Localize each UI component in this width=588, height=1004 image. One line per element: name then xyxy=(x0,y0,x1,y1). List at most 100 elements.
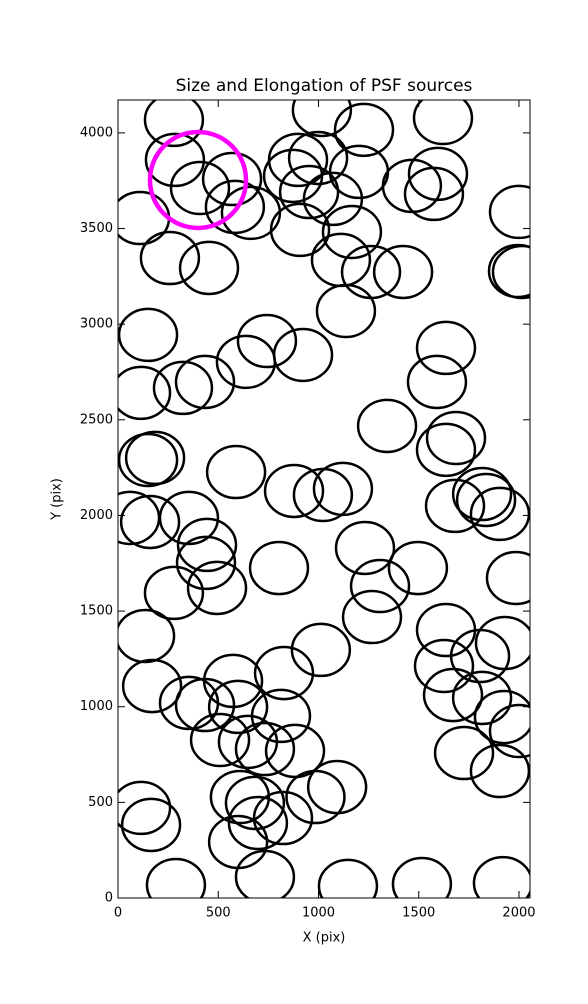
plot-frame xyxy=(117,99,531,899)
psf-source xyxy=(387,540,449,596)
x-tick-label: 1500 xyxy=(402,906,435,921)
psf-source xyxy=(145,857,207,898)
psf-source xyxy=(321,204,383,260)
psf-source xyxy=(451,670,513,726)
psf-source xyxy=(124,430,186,486)
psf-source xyxy=(248,540,310,596)
psf-source xyxy=(306,759,368,815)
x-axis-label: X (pix) xyxy=(303,931,346,946)
psf-source xyxy=(118,608,176,664)
psf-source xyxy=(253,645,315,701)
y-tick-label: 3000 xyxy=(80,317,113,332)
psf-source xyxy=(143,100,205,148)
psf-source xyxy=(205,444,267,500)
psf-source xyxy=(412,100,474,146)
psf-source xyxy=(278,164,340,220)
psf-source xyxy=(202,653,264,709)
y-tick-label: 500 xyxy=(88,795,113,810)
psf-source xyxy=(118,307,179,363)
y-tick-label: 4000 xyxy=(80,125,113,140)
psf-source xyxy=(341,589,403,645)
psf-source xyxy=(391,856,453,898)
psf-source xyxy=(207,679,269,735)
psf-source xyxy=(422,667,484,723)
x-tick-label: 1000 xyxy=(302,906,335,921)
psf-source xyxy=(451,466,513,522)
psf-source xyxy=(455,472,517,528)
psf-source xyxy=(201,151,263,207)
psf-source xyxy=(267,132,329,188)
highlight-circle xyxy=(147,129,249,231)
psf-source xyxy=(349,558,411,614)
psf-source xyxy=(334,520,396,576)
psf-source xyxy=(291,100,353,138)
y-tick-label: 2000 xyxy=(80,508,113,523)
psf-source xyxy=(119,494,181,550)
x-tick-label: 500 xyxy=(206,906,231,921)
psf-source xyxy=(118,432,179,488)
psf-source xyxy=(372,244,434,300)
y-tick-label: 2500 xyxy=(80,412,113,427)
psf-source xyxy=(403,166,465,222)
psf-source xyxy=(118,780,172,836)
y-tick-label: 0 xyxy=(105,891,113,906)
psf-source xyxy=(407,146,469,202)
psf-source xyxy=(424,478,486,534)
psf-source xyxy=(290,622,352,678)
psf-source xyxy=(118,365,172,421)
psf-source xyxy=(433,725,495,781)
psf-source xyxy=(169,160,231,216)
psf-source xyxy=(118,490,161,546)
psf-source xyxy=(143,565,205,621)
psf-source xyxy=(415,320,477,376)
psf-source xyxy=(310,232,372,288)
psf-source xyxy=(207,814,269,870)
psf-source xyxy=(264,723,326,779)
y-tick-label: 3500 xyxy=(80,221,113,236)
psf-source xyxy=(333,102,395,158)
chart-title: Size and Elongation of PSF sources xyxy=(176,76,473,96)
psf-source xyxy=(488,703,530,759)
psf-source xyxy=(473,689,530,745)
psf-source xyxy=(474,615,530,671)
psf-source xyxy=(469,743,530,799)
psf-source xyxy=(491,244,530,300)
psf-source xyxy=(312,461,374,517)
psf-source xyxy=(263,463,325,519)
psf-source xyxy=(120,797,182,853)
psf-source xyxy=(317,858,379,898)
psf-source xyxy=(209,769,271,825)
psf-source xyxy=(469,486,530,542)
psf-source xyxy=(250,688,312,744)
psf-source xyxy=(415,422,477,478)
psf-source xyxy=(406,354,468,410)
psf-source xyxy=(204,179,266,235)
psf-source xyxy=(356,398,418,454)
psf-source xyxy=(174,354,236,410)
psf-source xyxy=(176,517,238,573)
psf-source xyxy=(340,244,402,300)
psf-source xyxy=(472,855,530,898)
x-tick-label: 0 xyxy=(114,906,122,921)
y-tick-label: 1000 xyxy=(80,699,113,714)
y-tick-label: 1500 xyxy=(80,604,113,619)
x-tick-label: 2000 xyxy=(502,906,535,921)
psf-source xyxy=(413,638,475,694)
psf-source xyxy=(152,360,214,416)
psf-source xyxy=(269,202,331,258)
psf-source xyxy=(287,130,349,186)
psf-source xyxy=(488,184,530,240)
psf-source xyxy=(425,410,487,466)
y-axis-label: Y (pix) xyxy=(50,478,65,521)
psf-source xyxy=(236,313,298,369)
psf-source xyxy=(178,240,240,296)
psf-source xyxy=(252,790,314,846)
psf-source xyxy=(144,132,206,188)
psf-source xyxy=(224,775,286,831)
plot-area xyxy=(118,100,530,898)
psf-source xyxy=(234,721,296,777)
psf-source xyxy=(139,230,201,286)
psf-source xyxy=(227,795,289,851)
psf-source xyxy=(272,327,334,383)
